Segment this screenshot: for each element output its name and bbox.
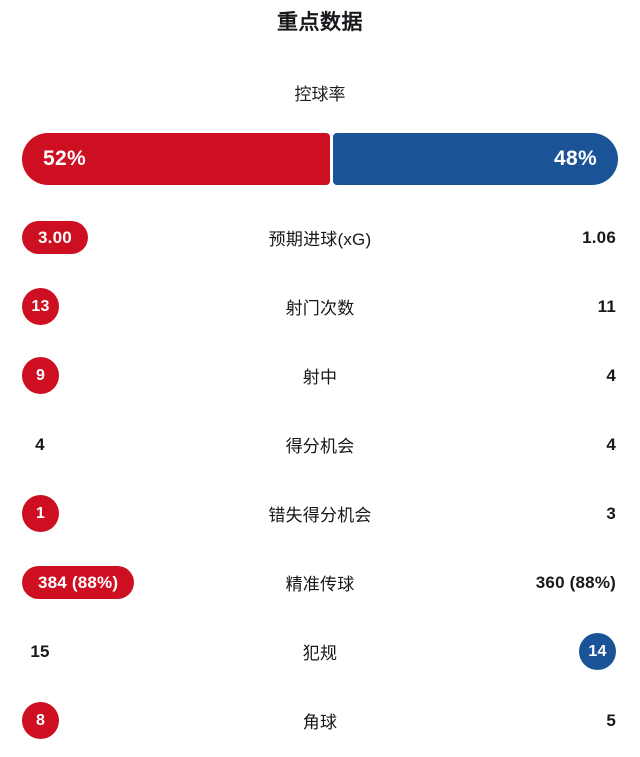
page-title: 重点数据 bbox=[277, 11, 363, 34]
home-value: 4 bbox=[35, 434, 45, 454]
stat-away-cell: 4 bbox=[440, 435, 640, 455]
stat-label: 犯规 bbox=[302, 644, 338, 663]
stat-label: 预期进球(xG) bbox=[268, 230, 372, 249]
home-value: 13 bbox=[22, 288, 59, 325]
stat-row: 4 得分机会 4 bbox=[0, 410, 640, 479]
stat-row: 8 角球 5 bbox=[0, 686, 640, 755]
possession-bar: 52% 48% bbox=[22, 133, 618, 185]
stat-away-cell: 3 bbox=[440, 504, 640, 524]
stat-away-cell: 11 bbox=[440, 297, 640, 317]
possession-bar-away: 48% bbox=[333, 133, 618, 185]
away-value: 4 bbox=[606, 434, 616, 454]
away-value: 5 bbox=[606, 710, 616, 730]
possession-bar-home: 52% bbox=[22, 133, 331, 185]
home-value: 8 bbox=[22, 702, 59, 739]
stat-label: 射门次数 bbox=[285, 299, 355, 318]
stat-home-cell: 8 bbox=[0, 702, 200, 739]
possession-away-value: 48% bbox=[554, 147, 597, 170]
stat-row: 1 错失得分机会 3 bbox=[0, 479, 640, 548]
stat-label: 射中 bbox=[302, 368, 338, 387]
stat-home-cell: 4 bbox=[0, 435, 200, 455]
stat-away-cell: 4 bbox=[440, 366, 640, 386]
stat-home-cell: 15 bbox=[0, 642, 200, 662]
home-value: 3.00 bbox=[22, 221, 88, 254]
away-value: 360 (88%) bbox=[535, 572, 616, 592]
stat-label: 精准传球 bbox=[285, 575, 355, 594]
possession-section-label: 控球率 bbox=[294, 85, 346, 104]
stat-row: 384 (88%) 精准传球 360 (88%) bbox=[0, 548, 640, 617]
stat-row: 3.00 预期进球(xG) 1.06 bbox=[0, 203, 640, 272]
possession-home-value: 52% bbox=[43, 147, 86, 170]
stat-row: 13 射门次数 11 bbox=[0, 272, 640, 341]
away-value: 14 bbox=[579, 633, 616, 670]
home-value: 384 (88%) bbox=[22, 566, 135, 599]
home-value: 15 bbox=[30, 641, 50, 661]
stat-away-cell: 14 bbox=[440, 633, 640, 670]
stat-row: 15 犯规 14 bbox=[0, 617, 640, 686]
stat-away-cell: 1.06 bbox=[440, 228, 640, 248]
stat-home-cell: 384 (88%) bbox=[0, 566, 200, 599]
stat-away-cell: 5 bbox=[440, 711, 640, 731]
away-value: 4 bbox=[606, 365, 616, 385]
stat-home-cell: 9 bbox=[0, 357, 200, 394]
stat-label: 角球 bbox=[302, 713, 338, 732]
stat-home-cell: 3.00 bbox=[0, 221, 200, 254]
home-value: 9 bbox=[22, 357, 59, 394]
away-value: 1.06 bbox=[582, 227, 616, 247]
stats-list: 3.00 预期进球(xG) 1.06 13 射门次数 11 9 射中 4 4 得分机会 4 1 错失得分机… bbox=[0, 203, 640, 755]
away-value: 11 bbox=[597, 296, 616, 316]
stat-home-cell: 1 bbox=[0, 495, 200, 532]
stat-label: 错失得分机会 bbox=[268, 506, 372, 525]
away-value: 3 bbox=[606, 503, 616, 523]
stat-home-cell: 13 bbox=[0, 288, 200, 325]
stat-row: 9 射中 4 bbox=[0, 341, 640, 410]
home-value: 1 bbox=[22, 495, 59, 532]
stat-away-cell: 360 (88%) bbox=[440, 573, 640, 593]
stat-label: 得分机会 bbox=[285, 437, 355, 456]
